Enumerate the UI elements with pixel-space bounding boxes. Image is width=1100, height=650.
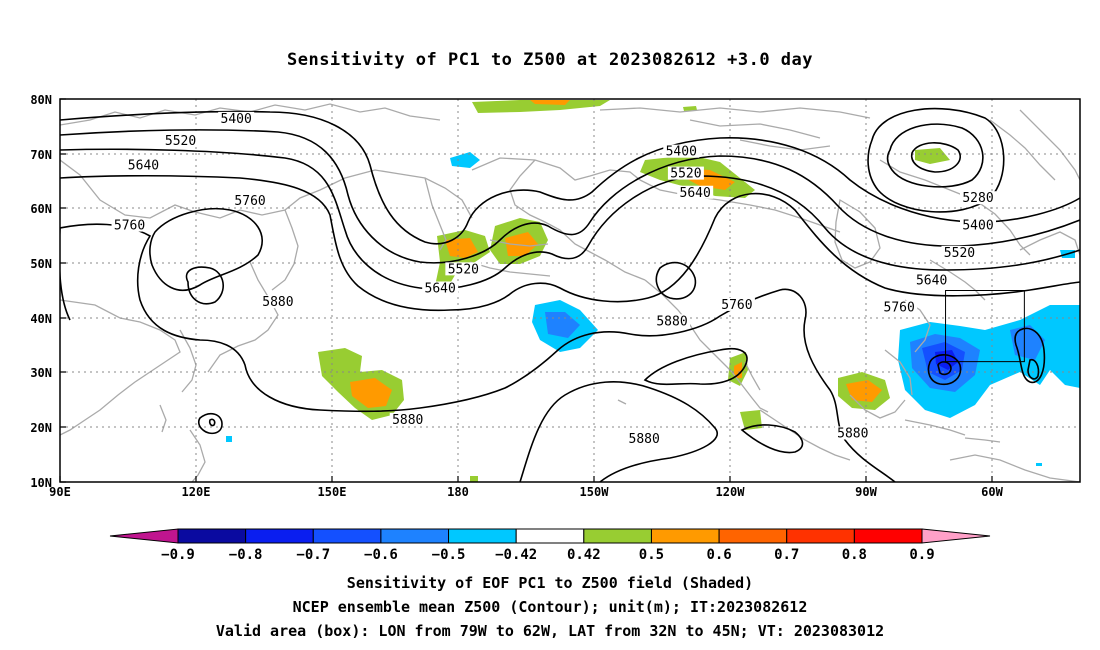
axis-ticks — [59, 98, 993, 483]
contour-label: 5520 — [944, 246, 975, 261]
contour-label-bg — [232, 193, 269, 207]
contour-label: 5520 — [448, 262, 479, 277]
contour-label-bg — [389, 412, 426, 426]
lat-label: 50N — [30, 257, 52, 271]
lat-label: 30N — [30, 366, 52, 380]
colorbar-box — [177, 528, 247, 544]
contour-label: 5400 — [221, 112, 252, 127]
contour-label-bg — [259, 295, 296, 309]
lat-label: 20N — [30, 421, 52, 435]
contour-label: 5400 — [962, 219, 993, 234]
valid-area-box — [945, 290, 1025, 363]
colorbar-label: 0.5 — [639, 547, 664, 563]
lon-label: 150E — [318, 485, 347, 499]
colorbar-label: −0.42 — [495, 547, 537, 563]
colorbar-box — [515, 528, 585, 544]
contour-label-bg — [218, 111, 255, 125]
contour-label-bg — [913, 273, 950, 287]
contour-label-bg — [445, 262, 482, 276]
contour-label-bg — [125, 158, 162, 172]
lat-label: 80N — [30, 93, 52, 107]
contour-label-bg — [941, 245, 978, 259]
contour-label-bg — [111, 218, 148, 232]
contour-label-bg — [677, 185, 714, 199]
contour-label-bg — [960, 218, 996, 232]
lat-label: 70N — [30, 148, 52, 162]
lon-label: 60W — [981, 485, 1003, 499]
colorbar-label: −0.9 — [161, 547, 195, 563]
colorbar-low-triangle — [109, 528, 179, 544]
caption-line-3: Valid area (box): LON from 79W to 62W, L… — [215, 622, 885, 640]
contour-label: 5640 — [680, 186, 711, 201]
colorbar-high-triangle — [921, 528, 991, 544]
lon-label: 90E — [49, 485, 71, 499]
contour-label-bg — [654, 314, 690, 328]
colorbar-box — [853, 528, 923, 544]
contour-label-bg — [626, 431, 663, 445]
colorbar-label: −0.7 — [296, 547, 330, 563]
contour-label: 5640 — [128, 158, 159, 173]
contour-label: 5640 — [425, 282, 456, 297]
colorbar-label: 0.9 — [909, 547, 934, 563]
contour-label: 5760 — [884, 301, 915, 316]
contour-label-bg — [960, 191, 996, 205]
contour-label-bg — [718, 297, 755, 311]
map-frame — [59, 98, 1081, 483]
contour-label: 5880 — [656, 314, 687, 329]
contour-labels: 5400552056405760576058805880552056405400… — [111, 111, 996, 447]
contour-label: 5880 — [629, 432, 660, 447]
lon-label: 120E — [182, 485, 211, 499]
lat-label: 60N — [30, 202, 52, 216]
contour-label-bg — [663, 144, 700, 158]
contour-label: 5880 — [262, 295, 293, 310]
contour-label: 5520 — [670, 167, 701, 182]
caption-line-1: Sensitivity of EOF PC1 to Z500 field (Sh… — [346, 574, 754, 592]
colorbar-label: 0.7 — [774, 547, 799, 563]
lon-label: 90W — [855, 485, 877, 499]
colorbar-label: −0.8 — [229, 547, 263, 563]
shaded-sensitivity — [226, 100, 1080, 482]
contour-label: 5400 — [666, 145, 697, 160]
contour-label: 5640 — [916, 273, 947, 288]
lon-label: 150W — [580, 485, 610, 499]
contour-label-bg — [881, 300, 918, 314]
contour-label: 5760 — [234, 194, 265, 209]
contour-label-bg — [667, 166, 704, 180]
lon-label: 120W — [716, 485, 746, 499]
colorbar-label: 0.6 — [706, 547, 731, 563]
lat-label: 40N — [30, 312, 52, 326]
contour-label: 5520 — [165, 134, 196, 149]
contour-label-bg — [422, 281, 459, 295]
colorbar-box — [786, 528, 855, 544]
colorbar-label: 0.42 — [567, 547, 601, 563]
contour-label: 5880 — [392, 413, 423, 428]
colorbar-box — [583, 528, 652, 544]
contour-label: 5280 — [962, 191, 993, 206]
grid — [60, 99, 1080, 482]
colorbar-label: −0.5 — [432, 547, 466, 563]
lon-tick-labels: 90E 120E 150E 180 150W 120W 90W 60W — [49, 485, 1003, 499]
colorbar-box — [448, 528, 517, 544]
colorbar-box — [312, 528, 382, 544]
colorbar-label: −0.6 — [364, 547, 398, 563]
lat-label: 10N — [30, 476, 52, 490]
colorbar-box — [718, 528, 788, 544]
colorbar: −0.9 −0.8 −0.7 −0.6 −0.5 −0.42 0.42 0.5 0.6 0.7 0.… — [109, 528, 991, 563]
caption-line-2: NCEP ensemble mean Z500 (Contour); unit(… — [292, 598, 808, 616]
contour-label-bg — [834, 426, 871, 440]
lon-label: 180 — [447, 485, 469, 499]
colorbar-box — [245, 528, 314, 544]
contour-label-bg — [162, 133, 199, 147]
page-title: Sensitivity of PC1 to Z500 at 2023082612… — [286, 50, 813, 70]
contour-label: 5880 — [837, 426, 868, 441]
contour-label: 5760 — [721, 298, 752, 313]
z500-contours — [60, 107, 1080, 482]
colorbar-label: 0.8 — [842, 547, 867, 563]
lat-tick-labels: 80N 70N 60N 50N 40N 30N 20N 10N — [30, 93, 52, 490]
colorbar-box — [380, 528, 450, 544]
contour-label: 5760 — [114, 219, 145, 234]
colorbar-box — [650, 528, 720, 544]
